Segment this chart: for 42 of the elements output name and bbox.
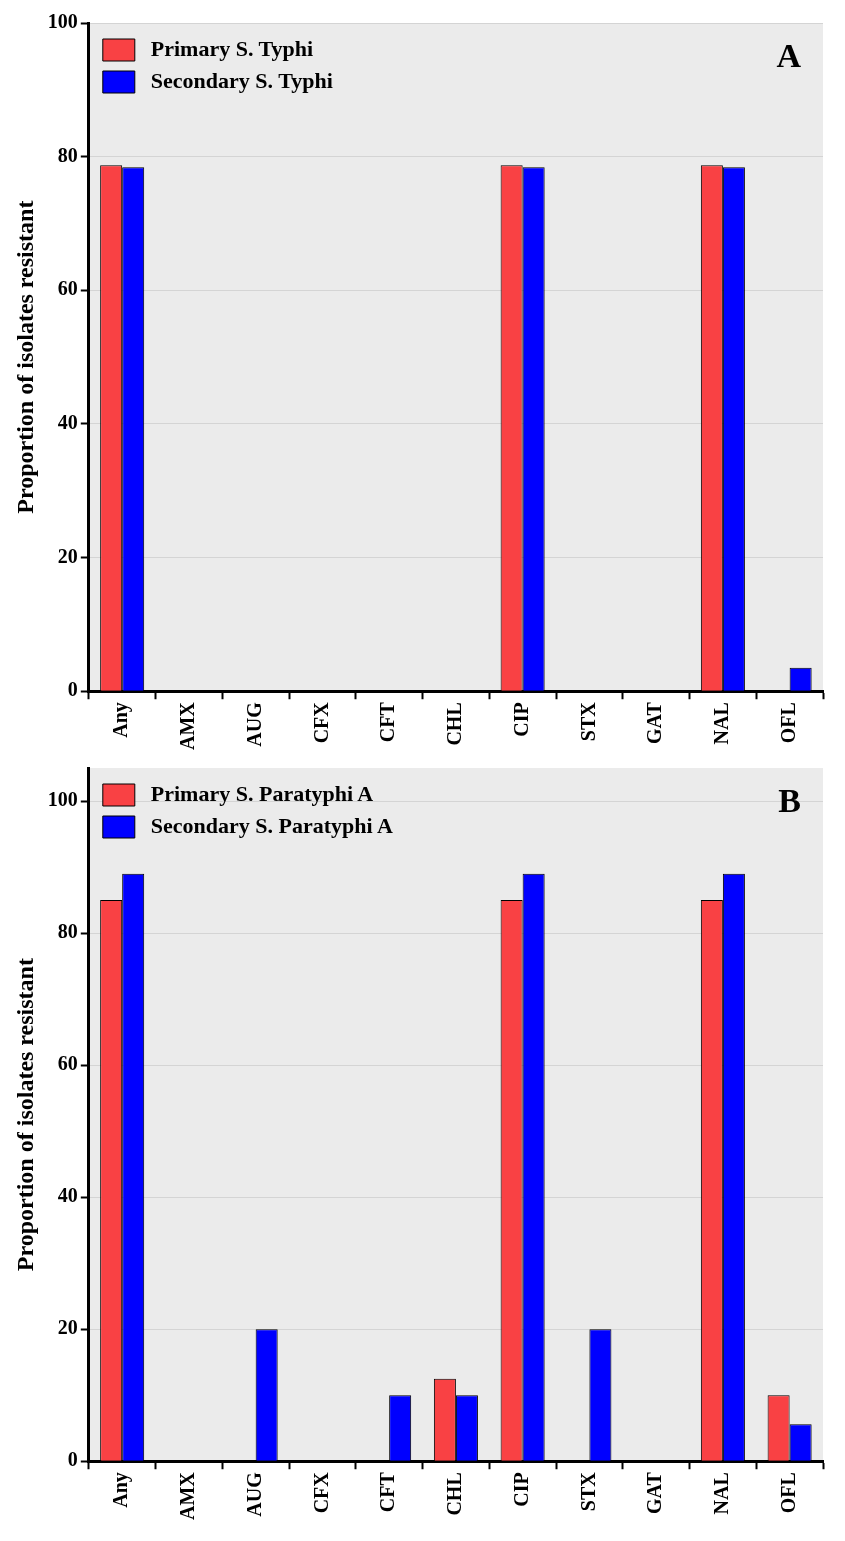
x-tick-label: CHL — [443, 702, 466, 746]
y-tick-label: 60 — [57, 277, 78, 300]
x-tick-label: OFL — [776, 1472, 799, 1514]
x-tick-label: STX — [576, 701, 599, 742]
y-tick-label: 0 — [67, 678, 78, 701]
y-tick-label: 20 — [57, 1316, 78, 1339]
x-tick-label: AMX — [176, 701, 199, 750]
x-tick-label: CFT — [376, 1471, 399, 1513]
legend-label: Primary S. Paratyphi A — [150, 780, 374, 806]
x-tick-label: CFX — [309, 701, 332, 744]
y-tick-label: 40 — [57, 411, 78, 434]
legend-label: Primary S. Typhi — [150, 35, 314, 61]
x-tick-label: CIP — [509, 1472, 532, 1507]
x-tick-label: CFT — [376, 701, 399, 743]
y-tick-label: 0 — [67, 1448, 78, 1471]
legend-label: Secondary S. Paratyphi A — [150, 812, 393, 838]
x-tick-label: AMX — [176, 1471, 199, 1520]
annotation: A — [776, 36, 802, 74]
legend-label: Secondary S. Typhi — [150, 67, 333, 93]
x-tick-label: NAL — [710, 702, 733, 745]
x-tick-label: AUG — [242, 1471, 265, 1517]
y-tick-label: 80 — [57, 143, 78, 166]
x-tick-label: CHL — [443, 1472, 466, 1516]
y-tick-label: 100 — [47, 788, 78, 811]
x-tick-label: CFX — [309, 1471, 332, 1514]
x-tick-label: AUG — [242, 701, 265, 747]
y-tick-label: 40 — [57, 1184, 78, 1207]
y-tick-label: 100 — [47, 10, 78, 33]
annotation: B — [778, 781, 801, 819]
x-tick-label: Any — [109, 702, 133, 738]
y-tick-label: 20 — [57, 544, 78, 567]
x-tick-label: GAT — [643, 701, 666, 745]
x-tick-label: Any — [109, 1472, 133, 1508]
y-tick-label: 80 — [57, 920, 78, 943]
y-tick-label: 60 — [57, 1052, 78, 1075]
x-tick-label: NAL — [710, 1472, 733, 1515]
y-axis-title: Proportion of isolates resistant — [11, 958, 38, 1272]
y-axis-title: Proportion of isolates resistant — [11, 200, 38, 514]
x-tick-label: STX — [576, 1471, 599, 1512]
x-tick-label: GAT — [643, 1471, 666, 1515]
x-tick-label: CIP — [509, 702, 532, 737]
x-tick-label: OFL — [776, 702, 799, 744]
